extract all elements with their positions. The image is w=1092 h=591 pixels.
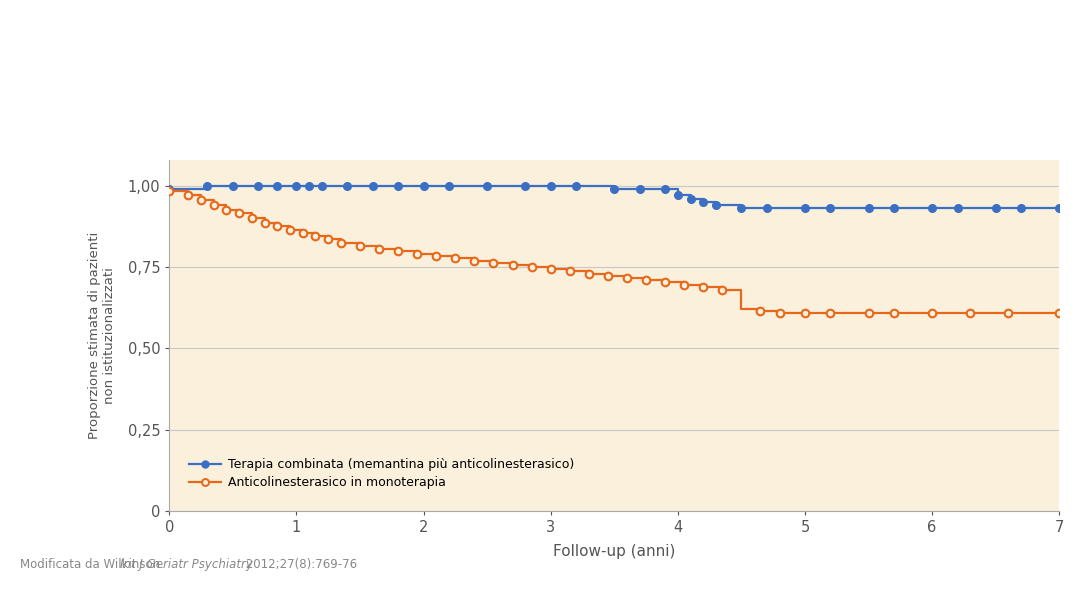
Legend: Terapia combinata (memantina più anticolinesterasico), Anticolinesterasico in mo: Terapia combinata (memantina più anticol…: [185, 453, 580, 495]
X-axis label: Follow-up (anni): Follow-up (anni): [553, 544, 676, 558]
Y-axis label: Proporzione stimata di pazienti
non istituzionalizzati: Proporzione stimata di pazienti non isti…: [88, 232, 117, 439]
Text: 2012;27(8):769-76: 2012;27(8):769-76: [242, 558, 357, 571]
Text: Efficacia della terapia combinata nel ritardare: Efficacia della terapia combinata nel ri…: [20, 26, 744, 54]
Text: Modificata da Wilkinson.: Modificata da Wilkinson.: [20, 558, 167, 571]
Text: l’istituzionalizzazione: l’istituzionalizzazione: [20, 80, 359, 109]
Text: Int J Geriatr Psychiatry: Int J Geriatr Psychiatry: [120, 558, 253, 571]
